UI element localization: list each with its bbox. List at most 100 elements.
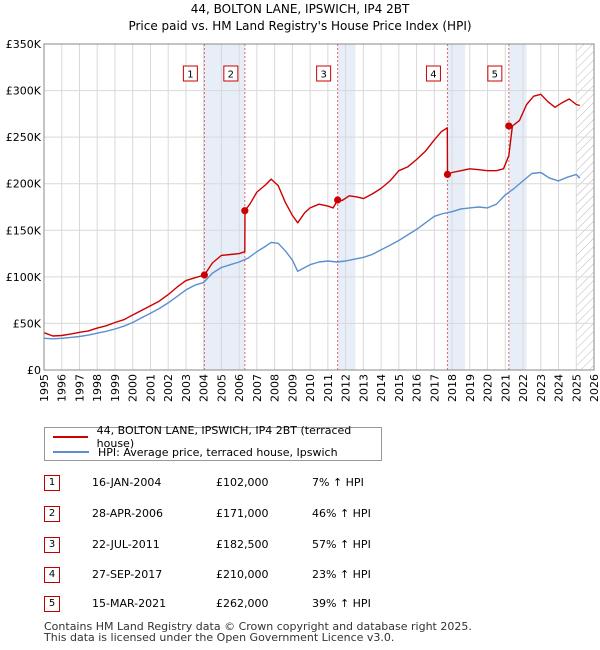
sale-price: £210,000 [216,568,269,581]
forecast-hatch [576,44,594,370]
price-chart: 1 2 3 4 5 £0 £50K £100K £150K £200K £250K £300K £350… [6,38,600,402]
sale-label-number: 1 [187,70,193,81]
sale-hpi-change: 39% ↑ HPI [312,597,371,610]
table-row: 3 22-JUL-2011 £182,500 57% ↑ HPI [44,537,384,555]
sale-date: 27-SEP-2017 [92,568,163,581]
table-row: 5 15-MAR-2021 £262,000 39% ↑ HPI [44,596,384,614]
table-row: 1 16-JAN-2004 £102,000 7% ↑ HPI [44,475,384,493]
sale-number-badge: 2 [44,506,60,522]
sale-label-box [182,65,198,82]
sale-number-badge: 5 [44,596,60,612]
legend-swatch-hpi [53,451,89,453]
sale-number-badge: 4 [44,567,60,583]
sale-label-box [223,65,239,82]
legend-item-hpi: HPI: Average price, terraced house, Ipsw… [53,445,338,459]
hpi-series-line [43,171,581,340]
y-tick-label: £300K [6,85,42,98]
x-tick-label: 1998 [91,374,104,402]
sale-hpi-change: 7% ↑ HPI [312,476,364,489]
x-tick-label: 1997 [73,374,86,402]
sale-point [443,170,452,178]
sale-label-box [316,65,332,82]
sale-label-number: 5 [492,70,498,81]
sale-price: £171,000 [216,507,269,520]
y-tick-label: £150K [6,224,42,237]
sale-number-badge: 3 [44,537,60,553]
x-tick-label: 2022 [517,374,530,402]
x-tick-label: 2010 [304,374,317,402]
table-row: 4 27-SEP-2017 £210,000 23% ↑ HPI [44,567,384,585]
y-tick-label: £100K [6,271,42,284]
copyright-notice: Contains HM Land Registry data © Crown c… [44,620,472,633]
sale-point [505,122,513,130]
x-tick-label: 1996 [56,374,69,402]
x-tick-label: 2008 [269,374,282,402]
x-tick-label: 2019 [464,374,477,402]
x-tick-label: 2002 [162,374,175,402]
sale-period-band [447,44,466,370]
legend-label-hpi: HPI: Average price, terraced house, Ipsw… [98,445,338,459]
x-tick-label: 2023 [535,374,548,402]
x-tick-label: 2017 [428,374,441,402]
sale-price: £102,000 [216,476,269,489]
x-tick-label: 2011 [322,374,335,402]
legend-label-property: 44, BOLTON LANE, IPSWICH, IP4 2BT (terra… [96,424,352,450]
sale-date: 16-JAN-2004 [92,476,162,489]
chart-legend: 44, BOLTON LANE, IPSWICH, IP4 2BT (terra… [44,424,382,461]
y-tick-label: £200K [6,178,42,191]
x-tick-label: 2001 [144,374,157,402]
sale-date: 15-MAR-2021 [92,597,167,610]
sale-label-box [487,65,503,82]
legend-swatch-property [53,436,88,438]
y-tick-label: £250K [6,131,42,144]
x-tick-label: 2024 [553,374,566,402]
x-tick-label: 2000 [127,374,140,402]
y-tick-label: £0 [27,364,41,377]
sale-point [334,196,342,204]
sale-price: £262,000 [216,597,269,610]
sale-point [241,207,249,215]
x-tick-label: 2012 [340,374,353,402]
chart-title: 44, BOLTON LANE, IPSWICH, IP4 2BT [190,2,410,16]
y-tick-label: £50K [13,317,42,330]
x-tick-label: 2004 [198,374,211,402]
x-tick-label: 2021 [499,374,512,402]
legend-item-property: 44, BOLTON LANE, IPSWICH, IP4 2BT (terra… [53,424,381,450]
x-tick-label: 2013 [357,374,370,402]
x-tick-label: 2007 [251,374,264,402]
plot-frame [43,43,595,371]
x-tick-label: 2014 [375,374,388,402]
sale-label-number: 2 [228,70,234,81]
x-tick-label: 2016 [411,374,424,402]
sale-period-band [204,44,245,370]
sale-date: 22-JUL-2011 [92,538,160,551]
chart-subtitle: Price paid vs. HM Land Registry's House … [128,19,472,33]
x-tick-label: 2026 [588,374,600,402]
sale-label-number: 3 [320,70,326,81]
x-tick-label: 2003 [180,374,193,402]
sale-point [200,271,208,279]
x-tick-label: 2005 [215,374,228,402]
x-tick-label: 2015 [393,374,406,402]
sale-hpi-change: 57% ↑ HPI [312,538,371,551]
plot-area [44,44,594,370]
x-tick-label: 2018 [446,374,459,402]
sale-hpi-change: 23% ↑ HPI [312,568,371,581]
sale-period-band [508,44,527,370]
x-tick-label: 2006 [233,374,246,402]
sale-label-number: 4 [430,70,436,81]
x-tick-label: 1995 [38,374,51,402]
license-notice: This data is licensed under the Open Gov… [44,631,395,644]
property-series-line [43,93,580,337]
sale-period-band [337,44,356,370]
sale-date: 28-APR-2006 [92,507,164,520]
x-tick-label: 2020 [482,374,495,402]
x-tick-label: 1999 [109,374,122,402]
x-tick-label: 2009 [286,374,299,402]
table-row: 2 28-APR-2006 £171,000 46% ↑ HPI [44,506,384,524]
x-tick-label: 2025 [570,374,583,402]
y-tick-label: £350K [6,38,42,51]
sale-price: £182,500 [216,538,269,551]
sale-hpi-change: 46% ↑ HPI [312,507,371,520]
sale-number-badge: 1 [44,475,60,491]
